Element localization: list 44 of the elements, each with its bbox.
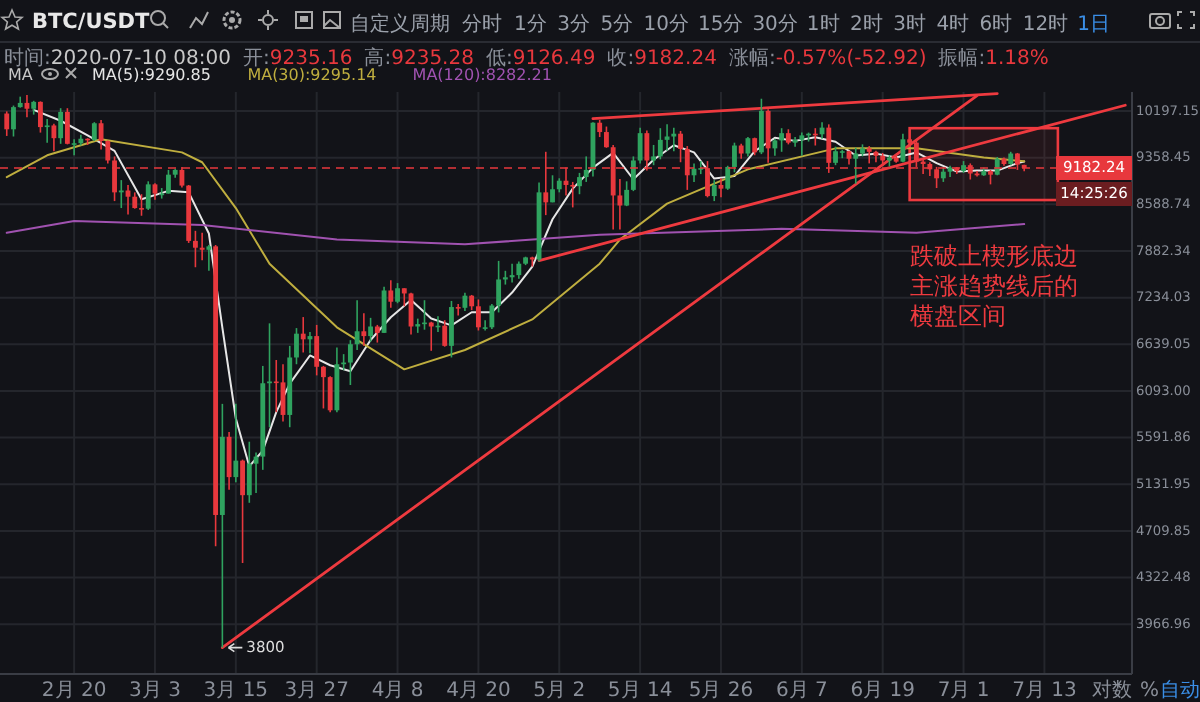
text: 分时: [462, 12, 502, 36]
text: 高:9235.28: [364, 46, 474, 70]
text: 时间:2020-07-10 08:00: [4, 46, 231, 70]
text: 15分: [698, 12, 744, 36]
x-tick-label: 6月 19: [850, 680, 915, 702]
x-tick-label: 6月 7: [775, 680, 828, 702]
text: 2时: [850, 12, 883, 36]
text: %: [1140, 680, 1160, 702]
x-tick-label: 7月 13: [1012, 680, 1077, 702]
x-tick-label: 3月 3: [129, 680, 181, 702]
text: 自定义周期: [350, 12, 450, 36]
x-tick-label: 5月 2: [533, 680, 586, 702]
text: 10分: [643, 12, 690, 36]
text: MA(5):9290.85: [92, 66, 211, 84]
text: 自动: [1160, 678, 1200, 702]
text: 1分: [514, 12, 547, 36]
text: 振幅:1.18%: [938, 46, 1049, 70]
x-tick-label: 7月 1: [937, 680, 990, 702]
x-tick-label: 5月 14: [607, 680, 673, 702]
text: 3分: [557, 12, 590, 36]
text: 1日: [1077, 14, 1110, 36]
legend-title: MA: [8, 66, 34, 84]
text: 涨幅:-0.57%(-52.92): [728, 46, 927, 70]
text: 收:9182.24: [607, 48, 717, 70]
text: 5分: [600, 12, 634, 36]
text: 开:9235.16: [243, 48, 353, 70]
band-label: 跌破上楔形底边主涨趋势线后的横盘区间: [909, 242, 1078, 331]
x-tick-label: 4月 8: [371, 680, 424, 702]
text: 3时: [893, 12, 926, 36]
text: MA(120):8282.21: [412, 66, 552, 84]
text: 30分: [752, 12, 798, 36]
x-tick-label: 3月 15: [203, 680, 269, 702]
x-tick-label: 3月 27: [284, 680, 349, 702]
chart-title: BTC/USDT: [32, 10, 152, 34]
text: 12时: [1022, 12, 1069, 36]
text: 1时: [806, 12, 840, 36]
x-tick-label: 4月 20: [446, 680, 511, 702]
text: 4时: [936, 12, 970, 36]
x-tick-label: 5月 26: [688, 680, 754, 702]
text: 低:9126.49: [485, 48, 596, 70]
text: 对数: [1092, 678, 1132, 702]
text: 6时: [979, 12, 1013, 36]
text: MA(30):9295.14: [247, 66, 377, 84]
x-tick-label: 2月 20: [41, 680, 107, 702]
